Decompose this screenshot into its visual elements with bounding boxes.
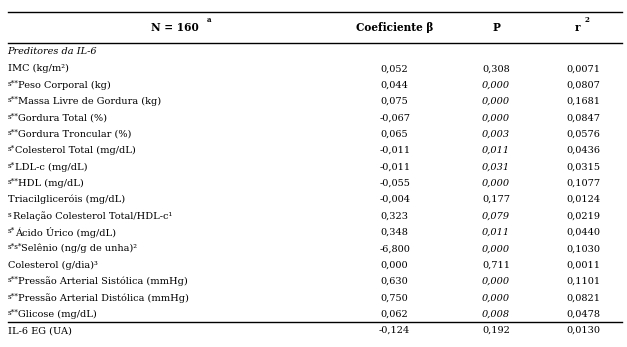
Text: 0,0011: 0,0011 bbox=[566, 261, 601, 270]
Text: P: P bbox=[492, 22, 500, 33]
Text: Pressão Arterial Sistólica (mmHg): Pressão Arterial Sistólica (mmHg) bbox=[18, 277, 188, 286]
Text: 0,044: 0,044 bbox=[381, 81, 409, 90]
Text: IMC (kg/m²): IMC (kg/m²) bbox=[8, 64, 68, 73]
Text: s**: s** bbox=[8, 309, 19, 317]
Text: 0,000: 0,000 bbox=[482, 277, 510, 286]
Text: 0,308: 0,308 bbox=[482, 64, 510, 73]
Text: 0,0071: 0,0071 bbox=[566, 64, 601, 73]
Text: 0,323: 0,323 bbox=[381, 212, 409, 221]
Text: 0,062: 0,062 bbox=[381, 310, 409, 319]
Text: 0,0576: 0,0576 bbox=[567, 130, 601, 139]
Text: Glicose (mg/dL): Glicose (mg/dL) bbox=[18, 310, 97, 319]
Text: Preditores da IL-6: Preditores da IL-6 bbox=[8, 47, 97, 56]
Text: 0,177: 0,177 bbox=[482, 195, 510, 204]
Text: Coeficiente β: Coeficiente β bbox=[356, 22, 433, 33]
Text: s**: s** bbox=[8, 80, 19, 88]
Text: 0,000: 0,000 bbox=[482, 244, 510, 253]
Text: 0,0219: 0,0219 bbox=[566, 212, 601, 221]
Text: 0,348: 0,348 bbox=[381, 228, 409, 237]
Text: s*s*: s*s* bbox=[8, 244, 22, 252]
Text: 0,711: 0,711 bbox=[482, 261, 510, 270]
Text: 0,000: 0,000 bbox=[482, 179, 510, 188]
Text: Gordura Total (%): Gordura Total (%) bbox=[18, 113, 107, 122]
Text: s**: s** bbox=[8, 178, 19, 186]
Text: -6,800: -6,800 bbox=[379, 244, 410, 253]
Text: 0,008: 0,008 bbox=[482, 310, 510, 319]
Text: 0,0807: 0,0807 bbox=[567, 81, 601, 90]
Text: -0,067: -0,067 bbox=[379, 113, 410, 122]
Text: N = 160: N = 160 bbox=[150, 22, 199, 33]
Text: 0,000: 0,000 bbox=[381, 261, 408, 270]
Text: s*: s* bbox=[8, 145, 15, 153]
Text: 0,0440: 0,0440 bbox=[566, 228, 601, 237]
Text: 0,003: 0,003 bbox=[482, 130, 510, 139]
Text: Ácido Úrico (mg/dL): Ácido Úrico (mg/dL) bbox=[16, 227, 117, 238]
Text: 2: 2 bbox=[584, 16, 589, 24]
Text: Colesterol (g/dia)³: Colesterol (g/dia)³ bbox=[8, 261, 98, 270]
Text: s*: s* bbox=[8, 162, 15, 170]
Text: 0,011: 0,011 bbox=[482, 146, 510, 155]
Text: 0,075: 0,075 bbox=[381, 97, 409, 106]
Text: 0,011: 0,011 bbox=[482, 228, 510, 237]
Text: Selênio (ng/g de unha)²: Selênio (ng/g de unha)² bbox=[21, 244, 137, 254]
Text: Pressão Arterial Distólica (mmHg): Pressão Arterial Distólica (mmHg) bbox=[18, 293, 189, 303]
Text: -0,011: -0,011 bbox=[379, 162, 410, 171]
Text: 0,630: 0,630 bbox=[381, 277, 409, 286]
Text: -0,124: -0,124 bbox=[379, 326, 410, 335]
Text: 0,1681: 0,1681 bbox=[566, 97, 601, 106]
Text: HDL (mg/dL): HDL (mg/dL) bbox=[18, 179, 84, 188]
Text: s*: s* bbox=[8, 227, 15, 235]
Text: Colesterol Total (mg/dL): Colesterol Total (mg/dL) bbox=[16, 146, 136, 155]
Text: Triacilgliceróis (mg/dL): Triacilgliceróis (mg/dL) bbox=[8, 195, 125, 204]
Text: s**: s** bbox=[8, 112, 19, 120]
Text: 0,031: 0,031 bbox=[482, 162, 510, 171]
Text: r: r bbox=[574, 22, 580, 33]
Text: IL-6 EG (UA): IL-6 EG (UA) bbox=[8, 326, 71, 335]
Text: 0,0130: 0,0130 bbox=[566, 326, 601, 335]
Text: 0,750: 0,750 bbox=[381, 293, 409, 302]
Text: 0,1030: 0,1030 bbox=[566, 244, 601, 253]
Text: -0,004: -0,004 bbox=[379, 195, 410, 204]
Text: Relação Colesterol Total/HDL-c¹: Relação Colesterol Total/HDL-c¹ bbox=[13, 211, 172, 221]
Text: 0,0478: 0,0478 bbox=[566, 310, 601, 319]
Text: 0,079: 0,079 bbox=[482, 212, 510, 221]
Text: s**: s** bbox=[8, 276, 19, 284]
Text: LDL-c (mg/dL): LDL-c (mg/dL) bbox=[16, 162, 88, 171]
Text: s**: s** bbox=[8, 293, 19, 301]
Text: Peso Corporal (kg): Peso Corporal (kg) bbox=[18, 81, 111, 90]
Text: 0,065: 0,065 bbox=[381, 130, 408, 139]
Text: 0,1101: 0,1101 bbox=[566, 277, 601, 286]
Text: -0,055: -0,055 bbox=[379, 179, 410, 188]
Text: 0,0847: 0,0847 bbox=[566, 113, 601, 122]
Text: s**: s** bbox=[8, 129, 19, 137]
Text: Gordura Troncular (%): Gordura Troncular (%) bbox=[18, 130, 132, 139]
Text: Massa Livre de Gordura (kg): Massa Livre de Gordura (kg) bbox=[18, 97, 161, 106]
Text: -0,011: -0,011 bbox=[379, 146, 410, 155]
Text: 0,000: 0,000 bbox=[482, 97, 510, 106]
Text: a: a bbox=[207, 16, 212, 24]
Text: s: s bbox=[8, 211, 11, 219]
Text: 0,000: 0,000 bbox=[482, 113, 510, 122]
Text: 0,0436: 0,0436 bbox=[566, 146, 601, 155]
Text: 0,052: 0,052 bbox=[381, 64, 409, 73]
Text: 0,0821: 0,0821 bbox=[566, 293, 601, 302]
Text: 0,0315: 0,0315 bbox=[566, 162, 601, 171]
Text: 0,000: 0,000 bbox=[482, 293, 510, 302]
Text: 0,1077: 0,1077 bbox=[566, 179, 601, 188]
Text: 0,0124: 0,0124 bbox=[566, 195, 601, 204]
Text: s**: s** bbox=[8, 96, 19, 104]
Text: 0,000: 0,000 bbox=[482, 81, 510, 90]
Text: 0,192: 0,192 bbox=[482, 326, 510, 335]
